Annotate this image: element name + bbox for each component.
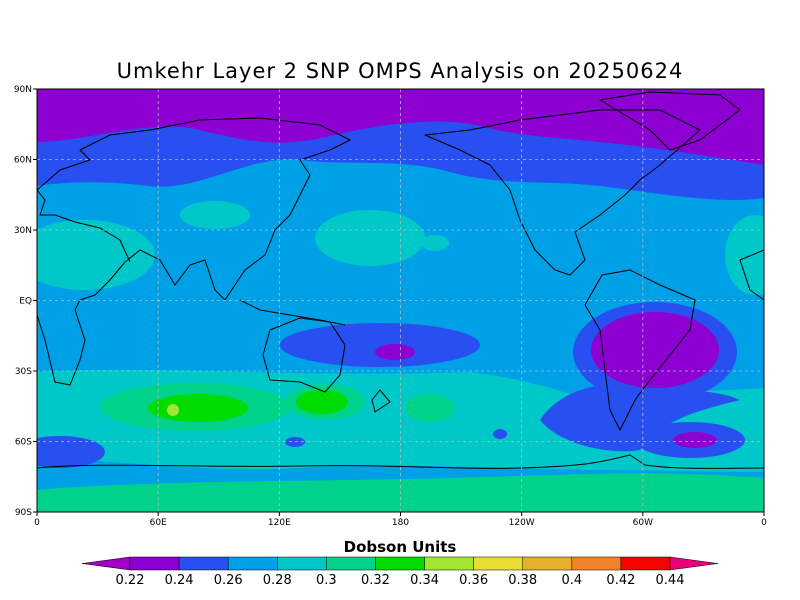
lon-label: 60E [150, 518, 167, 528]
colorbar-box [620, 556, 671, 571]
graticule [37, 89, 764, 512]
colorbar-box [178, 556, 229, 571]
colorbar-tick-label: 0.26 [214, 573, 243, 588]
coastline [371, 389, 391, 413]
colorbar-box [375, 556, 425, 571]
title: Umkehr Layer 2 SNP OMPS Analysis on 2025… [117, 59, 684, 83]
lat-label: EQ [19, 297, 32, 307]
colorbar-tick-label: 0.22 [116, 573, 145, 588]
contour-fill [673, 432, 717, 448]
contour-fill [405, 394, 455, 422]
colorbar-tick-label: 0.32 [361, 573, 390, 588]
coastline [739, 249, 764, 301]
lat-label: 60S [15, 438, 32, 448]
coastline [239, 299, 346, 326]
lat-label: 90N [14, 85, 32, 95]
colorbar-tick-label: 0.28 [263, 573, 292, 588]
colorbar-tick-label: 0.34 [410, 573, 439, 588]
contour-fill [148, 394, 248, 422]
lon-label: 120W [509, 518, 535, 528]
colorbar-box [424, 556, 474, 571]
colorbar-tick-label: 0.36 [459, 573, 488, 588]
contour-fill [375, 344, 415, 360]
lat-label: 30N [14, 226, 32, 236]
lat-label: 30S [15, 367, 32, 377]
coastline [599, 91, 741, 151]
contour-fill [421, 235, 449, 251]
lon-label: 120E [268, 518, 291, 528]
colorbar-tick-label: 0.44 [656, 573, 685, 588]
colorbar-end [669, 556, 719, 571]
contour-fill [180, 201, 250, 229]
lon-label: 60W [633, 518, 653, 528]
colorbar-tick-label: 0.4 [561, 573, 582, 588]
coastline [262, 317, 346, 393]
colorbar-box [227, 556, 278, 571]
contour-fill [37, 89, 764, 165]
colorbar-box [473, 556, 523, 571]
colorbar-label: Dobson Units [344, 538, 457, 556]
colorbar-tick-label: 0.42 [606, 573, 635, 588]
contour-fill [296, 390, 348, 414]
colorbar-box [571, 556, 622, 571]
lon-label: 180 [392, 518, 409, 528]
coastline [37, 117, 351, 386]
colorbar-tick-label: 0.3 [316, 573, 337, 588]
colorbar-tick-label: 0.38 [508, 573, 537, 588]
contour-fill [315, 210, 425, 266]
lon-label: 0 [34, 518, 40, 528]
colorbar-end [81, 556, 131, 571]
colorbar-tick-label: 0.24 [165, 573, 194, 588]
contour-fill [167, 404, 179, 416]
lat-label: 90S [15, 508, 32, 518]
coastline [424, 109, 701, 276]
colorbar-box [522, 556, 573, 571]
coastline [584, 269, 696, 431]
colorbar-box [326, 556, 376, 571]
lat-label: 60N [14, 156, 32, 166]
contour-fill [37, 220, 155, 290]
coastline [37, 189, 131, 263]
coastlines [37, 91, 764, 469]
lon-label: 0 [761, 518, 767, 528]
contour-fill [285, 437, 305, 447]
contour-fill [37, 436, 105, 468]
colorbar-box [129, 556, 180, 571]
contour-fill [725, 215, 764, 295]
contour-fill [540, 383, 740, 452]
contour-fill [591, 312, 719, 388]
coastline [37, 454, 764, 469]
contour-fill [493, 429, 507, 439]
contour-fill [280, 323, 480, 367]
colorbar-box [277, 556, 327, 571]
